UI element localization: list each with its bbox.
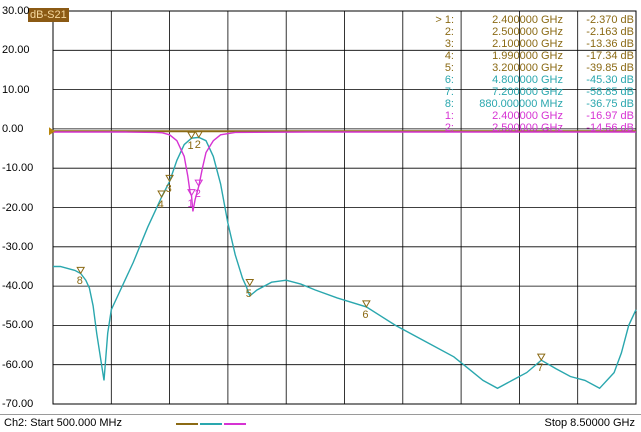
marker-row-value: -14.56 dB — [586, 122, 634, 134]
marker-row-frequency: 1.990000 GHz — [492, 50, 563, 62]
marker-row-value: -13.36 dB — [586, 38, 634, 50]
trace-label[interactable]: dB-S21 — [28, 8, 69, 22]
stop-frequency[interactable]: Stop 8.50000 GHz — [544, 417, 635, 429]
y-tick-label: -60.00 — [2, 358, 34, 371]
marker-row-value: -17.34 dB — [586, 50, 634, 62]
plot-area[interactable] — [0, 0, 641, 414]
marker-5-label: 5 — [245, 287, 252, 300]
y-tick-label: 10.00 — [2, 83, 30, 96]
marker-row-frequency: 2.500000 GHz — [492, 26, 563, 38]
trace-swatch-teal — [200, 423, 222, 425]
marker-row-id: 7: — [444, 86, 454, 98]
marker-2-triangle — [194, 179, 204, 188]
marker-2-triangle — [194, 130, 204, 139]
marker-row-value: -39.85 dB — [586, 62, 634, 74]
marker-row-id: 5: — [444, 62, 454, 74]
marker-row-id: > 1: — [435, 14, 454, 26]
marker-row-value: -2.370 dB — [586, 14, 634, 26]
start-frequency[interactable]: Ch2: Start 500.000 MHz — [4, 417, 123, 429]
marker-row-frequency: 7.200000 GHz — [492, 86, 563, 98]
marker-row-frequency: 2.100000 GHz — [492, 38, 563, 50]
marker-8-label: 8 — [76, 275, 83, 288]
marker-row-value: -2.163 dB — [586, 26, 634, 38]
marker-row-id: 6: — [444, 74, 454, 86]
marker-row-frequency: 2.400000 GHz — [492, 14, 563, 26]
y-tick-label: -10.00 — [2, 162, 34, 175]
y-tick-label: -40.00 — [2, 280, 34, 293]
marker-row-value: -45.30 dB — [586, 74, 634, 86]
marker-row-frequency: 880.000000 MHz — [479, 98, 563, 110]
marker-row-id: 3: — [444, 38, 454, 50]
marker-row-frequency: 4.800000 GHz — [492, 74, 563, 86]
y-tick-label: -20.00 — [2, 201, 34, 214]
y-tick-label: -50.00 — [2, 319, 34, 332]
marker-7-label: 7 — [537, 362, 544, 375]
status-bar: Ch2: Start 500.000 MHz Stop 8.50000 GHz — [0, 414, 641, 432]
marker-row-id: 4: — [444, 50, 454, 62]
trace-swatch-magenta — [224, 423, 246, 425]
marker-1-triangle — [187, 131, 196, 140]
marker-row-frequency: 2.500000 GHz — [492, 122, 563, 134]
trace-swatch-brown — [176, 423, 198, 425]
marker-1-triangle — [187, 189, 196, 197]
marker-4-triangle — [157, 190, 166, 199]
marker-3-label: 3 — [165, 183, 172, 196]
y-tick-label: 30.00 — [2, 5, 30, 17]
marker-row-id: 8: — [444, 98, 454, 110]
marker-5-triangle — [245, 279, 255, 287]
marker-3-triangle — [165, 174, 174, 183]
marker-8-triangle — [76, 266, 86, 275]
marker-6-label: 6 — [362, 308, 369, 321]
trace-1 — [53, 131, 636, 212]
marker-4-label: 4 — [157, 199, 164, 212]
trace-0 — [53, 136, 637, 390]
marker-7-triangle — [536, 353, 546, 362]
marker-row-id: 2: — [444, 122, 454, 134]
y-tick-label: -30.00 — [2, 240, 34, 253]
y-tick-label: -70.00 — [2, 398, 34, 410]
marker-row-id: 2: — [444, 26, 454, 38]
marker-row-frequency: 2.400000 GHz — [492, 110, 563, 122]
marker-row-value: -16.97 dB — [586, 110, 634, 122]
reference-level-arrow — [49, 127, 55, 136]
marker-2-label: 2 — [194, 188, 201, 201]
marker-2-label: 2 — [194, 139, 201, 152]
marker-row-value: -58.85 dB — [586, 86, 634, 98]
y-tick-label: 0.00 — [2, 122, 24, 135]
marker-row-id: 1: — [444, 110, 454, 122]
marker-1-label: 1 — [187, 140, 194, 153]
y-tick-label: 20.00 — [2, 44, 30, 57]
marker-1-label: 1 — [187, 197, 194, 210]
marker-row-value: -36.75 dB — [586, 98, 634, 110]
marker-6-triangle — [361, 300, 371, 308]
marker-row-frequency: 3.200000 GHz — [492, 62, 563, 74]
